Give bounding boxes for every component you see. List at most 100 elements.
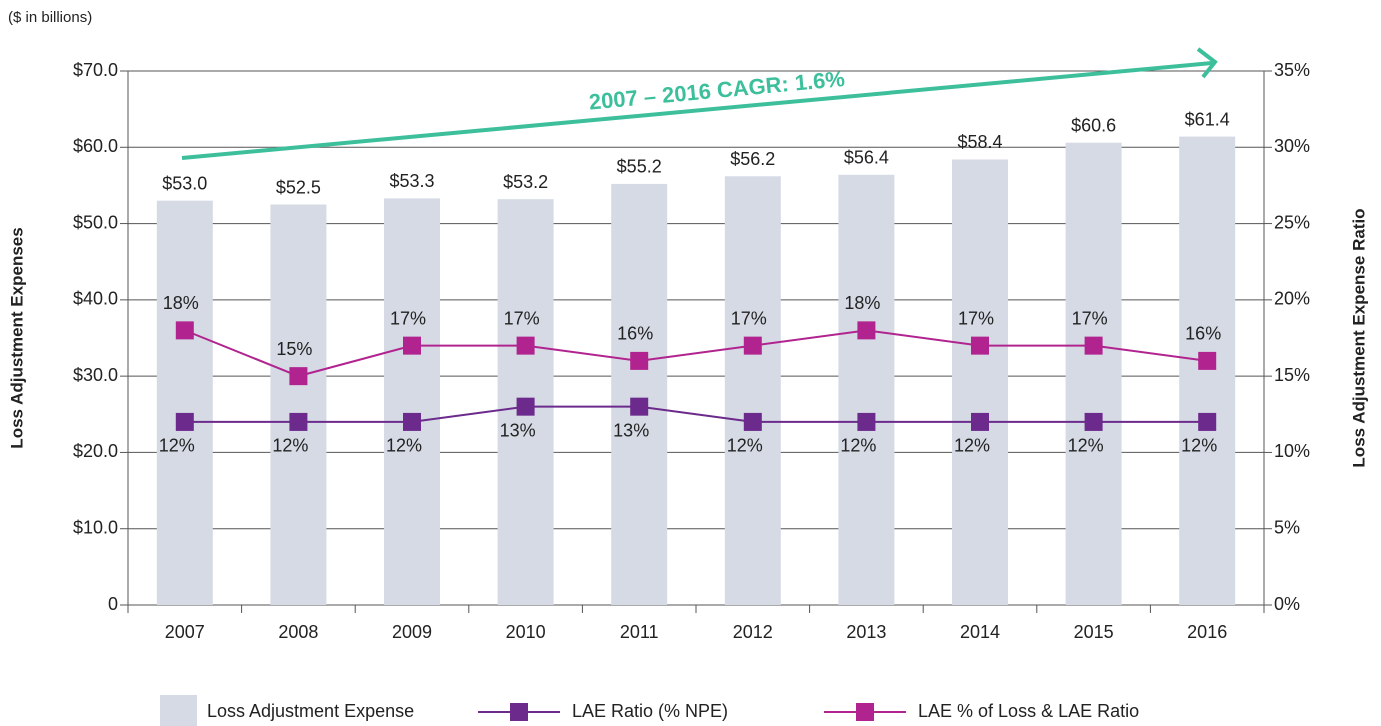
legend-label: Loss Adjustment Expense bbox=[207, 701, 414, 721]
y2-tick-label: 35% bbox=[1274, 60, 1310, 80]
x-tick-label: 2010 bbox=[506, 622, 546, 642]
marker bbox=[516, 336, 535, 355]
y-tick-label: $70.0 bbox=[73, 60, 118, 80]
line bbox=[184, 329, 1208, 378]
marker bbox=[857, 412, 876, 431]
marker bbox=[403, 412, 421, 431]
marker bbox=[1198, 412, 1217, 431]
subtitle: ($ in billions) bbox=[8, 9, 92, 26]
bar-value-label: $53.3 bbox=[389, 171, 434, 191]
line-value-label: 16% bbox=[617, 324, 653, 344]
y-tick-label: $60.0 bbox=[73, 136, 118, 156]
marker bbox=[1084, 336, 1103, 355]
marker bbox=[971, 336, 989, 355]
bar-value-label: $53.2 bbox=[503, 172, 548, 192]
marker bbox=[743, 412, 762, 431]
y2-tick-label: 15% bbox=[1274, 365, 1310, 385]
x-tick-label: 2015 bbox=[1074, 622, 1114, 642]
line-value-label: 17% bbox=[731, 308, 767, 328]
bar bbox=[384, 198, 440, 605]
y2-tick-label: 0% bbox=[1274, 594, 1300, 614]
line-value-label: 12% bbox=[954, 436, 990, 456]
line-value-label: 15% bbox=[276, 339, 312, 359]
marker bbox=[175, 321, 194, 340]
line-value-label: 12% bbox=[386, 436, 422, 456]
y-axis-title: Loss Adjustment Expenses bbox=[7, 227, 26, 448]
y-tick-label: $20.0 bbox=[73, 441, 118, 461]
bar bbox=[1065, 142, 1122, 606]
y-tick-label: $50.0 bbox=[73, 212, 118, 232]
legend-marker bbox=[510, 703, 528, 721]
x-tick-label: 2009 bbox=[392, 622, 432, 642]
y-tick-label: 0 bbox=[108, 594, 118, 614]
marker bbox=[289, 367, 308, 386]
line-value-label: 12% bbox=[159, 436, 195, 456]
line-value-label: 17% bbox=[1072, 308, 1108, 328]
marker bbox=[630, 351, 649, 370]
line-value-label: 16% bbox=[1185, 324, 1221, 344]
line-value-label: 18% bbox=[844, 293, 880, 313]
line bbox=[184, 405, 1208, 423]
line-value-label: 17% bbox=[390, 308, 426, 328]
y-tick-label: $40.0 bbox=[73, 289, 118, 309]
x-tick-label: 2007 bbox=[165, 622, 205, 642]
y2-tick-label: 10% bbox=[1274, 441, 1310, 461]
x-tick-label: 2013 bbox=[846, 622, 886, 642]
x-tick-label: 2008 bbox=[278, 622, 318, 642]
y2-axis-title: Loss Adjustment Expense Ratio bbox=[1349, 208, 1368, 467]
line-value-label: 12% bbox=[272, 436, 308, 456]
marker bbox=[403, 336, 421, 355]
bar bbox=[724, 176, 781, 605]
x-tick-label: 2012 bbox=[733, 622, 773, 642]
marker bbox=[1198, 351, 1217, 370]
y-tick-label: $30.0 bbox=[73, 365, 118, 385]
annotation: 2007 – 2016 CAGR: 1.6% bbox=[181, 47, 1218, 160]
bar bbox=[838, 174, 895, 605]
bar-value-label: $58.4 bbox=[957, 132, 1002, 152]
bar bbox=[156, 200, 213, 605]
bar bbox=[1179, 136, 1236, 605]
marker bbox=[175, 412, 194, 431]
x-tick-label: 2011 bbox=[620, 622, 659, 642]
legend-marker bbox=[856, 703, 874, 721]
bar-value-label: $60.6 bbox=[1071, 115, 1116, 135]
x-tick-label: 2016 bbox=[1187, 622, 1227, 642]
marker bbox=[743, 336, 762, 355]
line-value-label: 13% bbox=[613, 420, 649, 440]
y2-tick-label: 5% bbox=[1274, 517, 1300, 537]
legend-swatch bbox=[160, 695, 197, 726]
y2-tick-label: 20% bbox=[1274, 289, 1310, 309]
y-tick-label: $10.0 bbox=[73, 517, 118, 537]
marker bbox=[971, 412, 989, 431]
bar bbox=[611, 183, 668, 605]
bar-value-label: $52.5 bbox=[276, 177, 321, 197]
line-value-label: 17% bbox=[958, 308, 994, 328]
marker bbox=[857, 321, 876, 340]
marker bbox=[630, 397, 649, 416]
bar-value-label: $56.4 bbox=[844, 147, 889, 167]
line-value-label: 12% bbox=[1068, 436, 1104, 456]
bar-value-label: $61.4 bbox=[1185, 109, 1230, 129]
marker bbox=[516, 397, 535, 416]
x-tick-label: 2014 bbox=[960, 622, 1000, 642]
y2-tick-label: 30% bbox=[1274, 136, 1310, 156]
bar bbox=[270, 204, 327, 605]
bar-value-label: $55.2 bbox=[617, 157, 662, 177]
bar-value-label: $53.0 bbox=[162, 173, 207, 193]
line-value-label: 12% bbox=[727, 436, 763, 456]
legend-label: LAE Ratio (% NPE) bbox=[572, 701, 728, 721]
bar-value-label: $56.2 bbox=[730, 149, 775, 169]
line-value-label: 13% bbox=[500, 420, 536, 440]
y2-tick-label: 25% bbox=[1274, 212, 1310, 232]
line-value-label: 17% bbox=[504, 308, 540, 328]
marker bbox=[1084, 412, 1103, 431]
line-value-label: 12% bbox=[840, 436, 876, 456]
annotation-arrowhead bbox=[1196, 47, 1218, 79]
annotation-arrow bbox=[181, 61, 1213, 160]
line-value-label: 18% bbox=[163, 293, 199, 313]
bar bbox=[952, 159, 1008, 605]
line-value-label: 12% bbox=[1181, 436, 1217, 456]
legend-label: LAE % of Loss & LAE Ratio bbox=[918, 701, 1139, 721]
marker bbox=[289, 412, 308, 431]
